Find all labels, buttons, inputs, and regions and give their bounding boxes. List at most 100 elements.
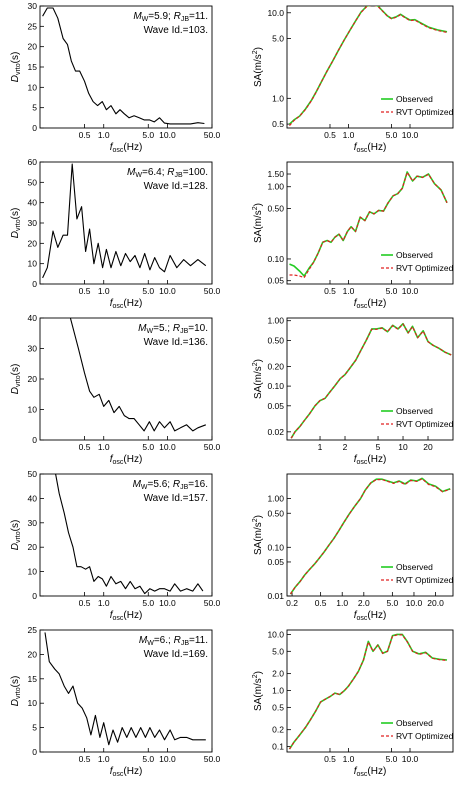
y-axis-title-end: ) bbox=[253, 515, 264, 518]
x-tick-label: 10.0 bbox=[159, 130, 176, 140]
legend: Observed RVT Optimized bbox=[381, 250, 454, 273]
annotation-wave-id: Wave Id.=103. bbox=[144, 25, 208, 36]
plot-area bbox=[289, 171, 448, 279]
y-axis-title-unit: (s) bbox=[10, 52, 21, 64]
x-axis-title-sub: osc bbox=[356, 615, 367, 622]
y-axis-title-main: D bbox=[10, 231, 21, 238]
x-axis-title: fosc(Hz) bbox=[110, 766, 143, 778]
annotation-wave-id: Wave Id.=128. bbox=[144, 181, 208, 192]
y-tick-label: 60 bbox=[28, 157, 38, 167]
annotation-wave-id: Wave Id.=157. bbox=[144, 493, 208, 504]
x-axis-title-sub: osc bbox=[112, 771, 123, 778]
annotation-rjb-value: =10. bbox=[188, 323, 208, 334]
y-tick-label: 0.20 bbox=[267, 361, 284, 371]
panel-duration-2: 0.5 1.0 5.0 10.0 50.0 0 10 20 30 40 50 60 fosc(Hz) Dv… bbox=[10, 157, 221, 310]
annotation-mw-number: 5.9 bbox=[154, 11, 168, 22]
panel-sa-5: 0.5 1.0 5.0 10.0 0.1 0.2 0.5 1.0 2.0 5.0 10.0 fosc(… bbox=[252, 629, 454, 778]
y-tick-label: 10 bbox=[28, 259, 38, 269]
y-axis-title: Dvrto(s) bbox=[10, 208, 22, 239]
y-axis-title-sub: vrto bbox=[15, 375, 22, 387]
legend-label-rvt: RVT Optimized bbox=[396, 263, 454, 273]
y-tick-label: 0.50 bbox=[267, 508, 284, 518]
y-tick-label: 40 bbox=[28, 493, 38, 503]
x-tick-label: 1 bbox=[318, 442, 323, 452]
x-axis-title: fosc(Hz) bbox=[354, 610, 387, 622]
x-axis-title-unit: (Hz) bbox=[367, 142, 386, 153]
y-tick-label: 0.10 bbox=[267, 254, 284, 264]
y-tick-label: 2.0 bbox=[272, 669, 284, 679]
y-tick-label: 40 bbox=[28, 198, 38, 208]
x-tick-label: 5 bbox=[376, 442, 381, 452]
legend: Observed RVT Optimized bbox=[381, 406, 454, 429]
y-tick-label: 0.10 bbox=[267, 381, 284, 391]
x-tick-label: 50.0 bbox=[204, 754, 221, 764]
annotation-mw-value: =6.4 bbox=[142, 167, 162, 178]
x-axis-title-unit: (Hz) bbox=[123, 454, 142, 465]
y-axis-title-main: SA(m/s bbox=[253, 210, 264, 243]
x-tick-label: 0.5 bbox=[79, 442, 91, 452]
annotation-rjb-value: =11. bbox=[189, 635, 208, 646]
legend-label-rvt: RVT Optimized bbox=[396, 419, 454, 429]
rvt-optimized-series-line bbox=[289, 171, 448, 279]
annotation-mw-value: =6. bbox=[154, 635, 168, 646]
x-tick-label: 50.0 bbox=[204, 442, 221, 452]
annotation-rjb-value: =11. bbox=[189, 11, 208, 22]
x-axis-title-sub: osc bbox=[112, 459, 123, 466]
x-tick-label: 10.0 bbox=[406, 598, 423, 608]
annotation-mw-sub: W bbox=[135, 172, 142, 179]
y-tick-label: 0.05 bbox=[267, 401, 284, 411]
x-tick-label: 10.0 bbox=[159, 754, 176, 764]
x-axis-title: fosc(Hz) bbox=[354, 454, 387, 466]
y-axis-title-unit: (s) bbox=[10, 520, 21, 532]
x-axis-title-main: f bbox=[110, 766, 114, 777]
annotation-rjb-number: 11. bbox=[195, 11, 208, 22]
y-tick-label: 30 bbox=[28, 518, 38, 528]
duration-series-line bbox=[44, 632, 206, 746]
x-axis-title-unit: (Hz) bbox=[367, 766, 386, 777]
y-axis-title-end: ) bbox=[253, 359, 264, 362]
x-axis-title-main: f bbox=[110, 298, 114, 309]
y-axis-title-main: D bbox=[10, 75, 21, 82]
y-tick-label: 1.0 bbox=[272, 686, 284, 696]
annotation-rjb-sub: JB bbox=[180, 328, 189, 335]
x-axis-title-main: f bbox=[354, 298, 358, 309]
x-tick-label: 5.0 bbox=[142, 130, 154, 140]
x-tick-label: 1.0 bbox=[343, 754, 355, 764]
annotation-magnitude-distance: MW=5.; RJB=10. bbox=[138, 323, 208, 335]
x-axis-title-unit: (Hz) bbox=[367, 610, 386, 621]
y-tick-label: 0.01 bbox=[267, 591, 284, 601]
annotation-separator: ; bbox=[162, 167, 168, 178]
x-tick-label: 5.0 bbox=[386, 598, 398, 608]
annotation-wave-id: Wave Id.=169. bbox=[144, 649, 208, 660]
y-tick-label: 20 bbox=[28, 374, 38, 384]
rvt-optimized-series-line bbox=[290, 323, 452, 439]
y-tick-label: 0.50 bbox=[267, 203, 284, 213]
annotation-wave-label: Wave Id.= bbox=[144, 181, 189, 192]
y-tick-label: 0.5 bbox=[272, 702, 284, 712]
y-tick-label: 1.0 bbox=[272, 93, 284, 103]
y-axis-title: Dvrto(s) bbox=[10, 520, 22, 551]
x-axis-title-main: f bbox=[354, 610, 358, 621]
annotation-mw-symbol: M bbox=[133, 11, 142, 22]
legend-label-rvt: RVT Optimized bbox=[396, 575, 454, 585]
x-tick-label: 0.5 bbox=[324, 130, 336, 140]
plot-frame bbox=[286, 317, 454, 441]
x-tick-label: 10.0 bbox=[159, 442, 176, 452]
y-tick-label: 30 bbox=[28, 344, 38, 354]
plot-frame bbox=[39, 317, 213, 441]
panel-sa-1: 0.5 1.0 5.0 10.0 0.5 1.0 5.0 10.0 fosc(Hz) SA(m/s… bbox=[252, 5, 454, 154]
legend-label-rvt: RVT Optimized bbox=[396, 731, 454, 741]
y-tick-label: 10 bbox=[28, 567, 38, 577]
plot-frame bbox=[286, 629, 454, 753]
y-axis-title-sup: 2 bbox=[252, 674, 259, 678]
plot-area bbox=[288, 633, 448, 750]
y-tick-label: 0 bbox=[32, 279, 37, 289]
annotation-separator: ; bbox=[167, 323, 173, 334]
y-axis-title-end: ) bbox=[253, 671, 264, 674]
y-tick-label: 0 bbox=[32, 747, 37, 757]
y-tick-label: 0.2 bbox=[272, 725, 284, 735]
y-tick-label: 10 bbox=[28, 698, 38, 708]
annotation-separator: ; bbox=[167, 479, 173, 490]
annotation-wave-label: Wave Id.= bbox=[144, 493, 189, 504]
